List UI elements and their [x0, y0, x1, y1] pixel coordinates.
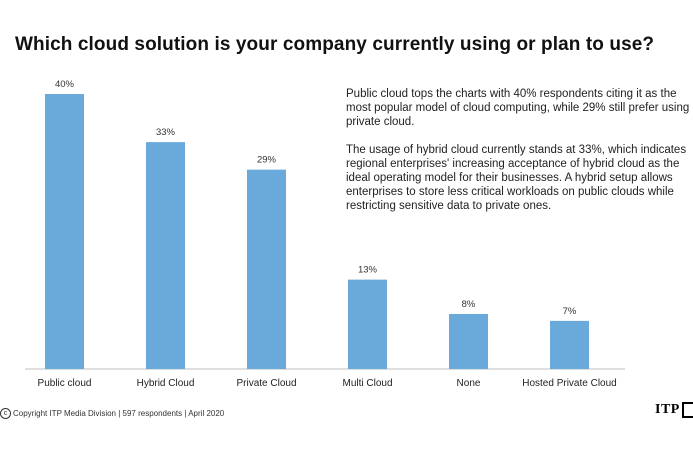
- category-label-0: Public cloud: [38, 378, 92, 389]
- data-label-5: 7%: [563, 306, 577, 317]
- category-label-2: Private Cloud: [236, 378, 296, 389]
- commentary: Public cloud tops the charts with 40% re…: [346, 87, 693, 227]
- bar-3: [348, 279, 387, 369]
- footer-text: Copyright ITP Media Division | 597 respo…: [13, 409, 225, 418]
- data-label-1: 33%: [156, 127, 176, 138]
- footer: c Copyright ITP Media Division | 597 res…: [0, 408, 224, 419]
- chart-title: Which cloud solution is your company cur…: [15, 34, 655, 55]
- data-label-3: 13%: [358, 265, 378, 276]
- data-label-4: 8%: [462, 299, 476, 310]
- category-label-5: Hosted Private Cloud: [522, 378, 617, 389]
- logo-text: ITP: [655, 402, 680, 417]
- commentary-paragraph-2: The usage of hybrid cloud currently stan…: [346, 143, 687, 213]
- data-label-0: 40%: [55, 79, 75, 90]
- bar-5: [550, 320, 589, 369]
- bar-1: [146, 142, 185, 369]
- itp-logo: ITP: [655, 402, 693, 418]
- category-label-4: None: [457, 378, 481, 389]
- commentary-paragraph-1: Public cloud tops the charts with 40% re…: [346, 88, 690, 129]
- bar-2: [247, 169, 286, 369]
- copyright-icon: c: [0, 408, 11, 419]
- logo-mark-icon: [681, 402, 693, 418]
- category-label-3: Multi Cloud: [342, 378, 392, 389]
- bar-4: [449, 314, 488, 369]
- bar-0: [45, 94, 84, 369]
- category-label-1: Hybrid Cloud: [137, 378, 195, 389]
- data-label-2: 29%: [257, 155, 277, 166]
